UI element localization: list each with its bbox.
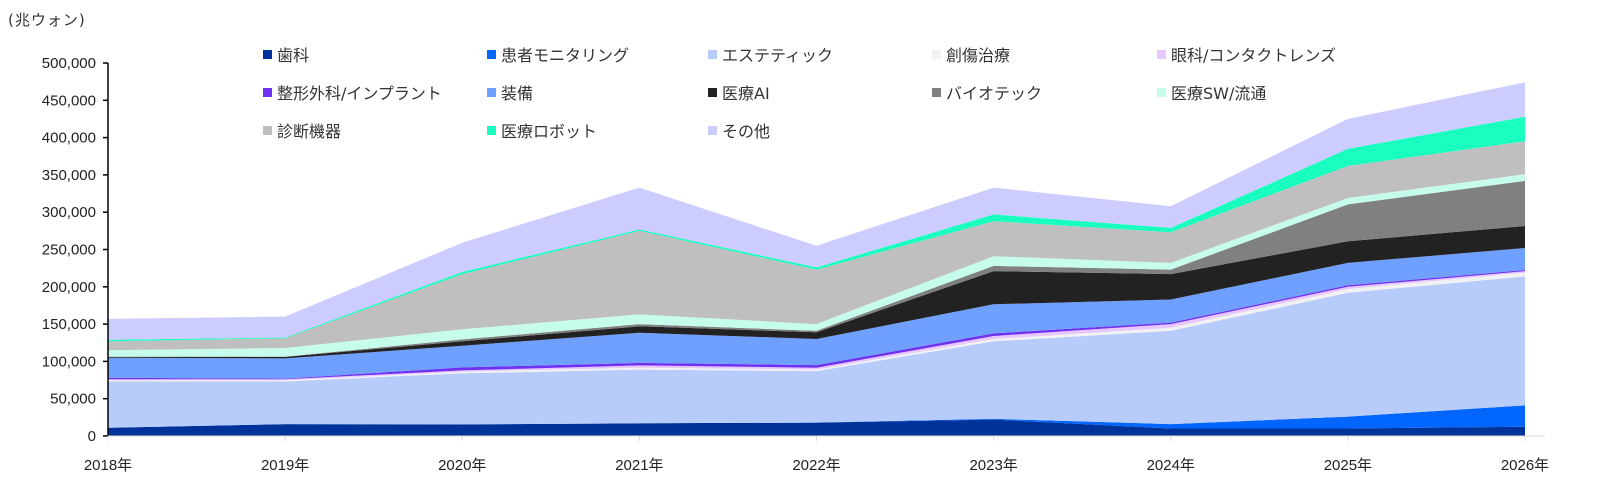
legend-item: 創傷治療	[932, 42, 1010, 66]
legend-item: エステティック	[708, 42, 833, 66]
legend-label: 医療ロボット	[501, 122, 598, 141]
x-tick-label: 2023年	[969, 457, 1017, 474]
legend-swatch	[708, 49, 717, 59]
legend-swatch	[263, 87, 272, 97]
y-tick-label: 150,000	[42, 316, 96, 333]
legend-swatch	[932, 49, 941, 59]
area-series-1	[108, 419, 1525, 436]
y-tick-label: 0	[88, 428, 96, 445]
legend-swatch	[1157, 49, 1166, 59]
legend-label: その他	[722, 122, 771, 141]
legend-item: 歯科	[263, 42, 309, 66]
legend-swatch	[263, 49, 272, 59]
legend-item: バイオテック	[932, 80, 1042, 104]
x-tick-label: 2020年	[438, 457, 486, 474]
legend-swatch	[263, 125, 272, 135]
y-tick-label: 500,000	[42, 55, 96, 72]
legend-label: 装備	[501, 84, 534, 103]
legend-swatch	[487, 125, 496, 135]
legend-swatch	[708, 87, 717, 97]
y-tick-label: 350,000	[42, 167, 96, 184]
legend-label: 患者モニタリング	[501, 46, 630, 65]
legend-item: 診断機器	[263, 118, 341, 142]
area-series-8	[108, 226, 1525, 359]
area-series-3	[108, 276, 1525, 428]
y-tick-label: 100,000	[42, 353, 96, 370]
legend-item: 整形外科/インプラント	[263, 80, 442, 104]
area-series-11	[108, 141, 1525, 351]
legend-swatch	[1157, 87, 1166, 97]
legend-item: 眼科/コンタクトレンズ	[1157, 42, 1336, 66]
y-tick-label: 300,000	[42, 204, 96, 221]
y-tick-label: 400,000	[42, 130, 96, 147]
legend-swatch	[487, 49, 496, 59]
legend-item: 医療SW/流通	[1157, 80, 1266, 104]
legend-label: 歯科	[277, 46, 310, 65]
legend-label: エステティック	[722, 46, 834, 65]
y-tick-label: 50,000	[50, 391, 96, 408]
legend-swatch	[487, 87, 496, 97]
legend-swatch	[932, 87, 941, 97]
legend-item: その他	[708, 118, 770, 142]
x-tick-label: 2024年	[1147, 457, 1195, 474]
area-series-7	[108, 248, 1525, 379]
legend-label: 医療SW/流通	[1171, 84, 1267, 103]
x-tick-label: 2021年	[615, 457, 663, 474]
legend-swatch	[708, 125, 717, 135]
legend-label: 診断機器	[277, 122, 342, 141]
y-axis-unit-label: (兆ウォン)	[8, 11, 86, 29]
legend-item: 装備	[487, 80, 533, 104]
legend-label: バイオテック	[946, 84, 1043, 103]
x-tick-label: 2022年	[792, 457, 840, 474]
legend-label: 創傷治療	[946, 46, 1011, 65]
y-tick-label: 200,000	[42, 279, 96, 296]
x-tick-label: 2025年	[1324, 457, 1372, 474]
legend-label: 眼科/コンタクトレンズ	[1171, 46, 1337, 65]
y-tick-label: 250,000	[42, 242, 96, 259]
area-series-2	[108, 405, 1525, 429]
legend-item: 患者モニタリング	[487, 42, 629, 66]
y-tick-label: 450,000	[42, 92, 96, 109]
x-tick-label: 2018年	[84, 457, 132, 474]
legend-label: 整形外科/インプラント	[277, 84, 442, 103]
legend-item: 医療AI	[708, 80, 770, 104]
legend-label: 医療AI	[722, 84, 770, 103]
x-tick-label: 2026年	[1501, 457, 1549, 474]
x-tick-label: 2019年	[261, 457, 309, 474]
legend-item: 医療ロボット	[487, 118, 597, 142]
